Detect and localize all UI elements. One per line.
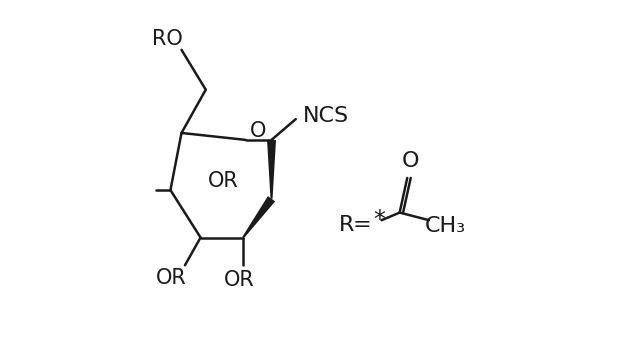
Text: O: O — [250, 121, 267, 141]
Text: RO: RO — [152, 29, 182, 50]
Polygon shape — [267, 140, 276, 199]
Text: NCS: NCS — [303, 106, 349, 126]
Text: OR: OR — [208, 171, 239, 191]
Text: *: * — [373, 208, 385, 232]
Text: OR: OR — [156, 268, 186, 288]
Text: O: O — [401, 151, 419, 171]
Text: =: = — [352, 215, 371, 235]
Polygon shape — [243, 196, 275, 238]
Text: OR: OR — [224, 270, 255, 290]
Text: R: R — [339, 215, 355, 235]
Text: CH₃: CH₃ — [424, 216, 465, 236]
